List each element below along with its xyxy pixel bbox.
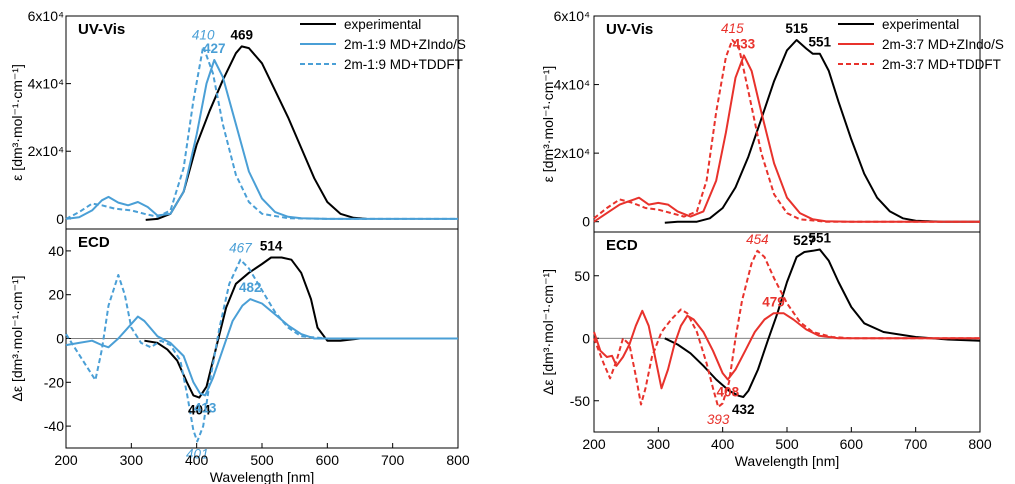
series-line-experimental [145, 45, 367, 221]
panel-title: UV-Vis [78, 21, 125, 38]
series-line-2m-1-9-md-zindo-s [65, 298, 458, 397]
series-line-2m-1-9-md-zindo-s [65, 59, 458, 220]
y-tick-label: -20 [44, 374, 64, 390]
y-tick-label: -50 [570, 393, 590, 409]
peak-label: 551 [809, 35, 832, 50]
peak-label: 408 [717, 385, 740, 400]
x-tick-label: 700 [381, 452, 405, 468]
panel-title: ECD [606, 237, 638, 254]
series-line-experimental [664, 39, 980, 224]
peak-label: 551 [809, 231, 832, 246]
x-tick-label: 700 [904, 436, 928, 452]
series-line-experimental [664, 248, 981, 398]
series-line-2m-3-7-md-zindo-s [593, 54, 980, 223]
y-tick-label: 4x10⁴ [28, 76, 64, 92]
series-line-2m-3-7-md-tddft [593, 249, 980, 408]
x-tick-label: 200 [54, 452, 78, 468]
peak-label: 427 [203, 41, 226, 56]
peak-label: 469 [230, 27, 253, 42]
legend-label: 2m-3:7 MD+ZIndo/S [882, 37, 1004, 52]
panel-right-uvvis: 0 2x10⁴ 4x10⁴ 6x10⁴ ε [dm³·mol⁻¹·cm⁻¹] UV-Vis… [540, 8, 1004, 233]
x-tick-label: 500 [775, 436, 799, 452]
x-tick-label: 500 [250, 452, 274, 468]
y-axis-label: Δε [dm³·mol⁻¹·cm⁻¹] [540, 269, 556, 395]
peak-label: 515 [785, 21, 808, 36]
panel-left-uvvis: 0 2x10⁴ 4x10⁴ 6x10⁴ ε [dm³·mol⁻¹·cm⁻¹] UV-Vis… [9, 8, 466, 230]
peak-label: 479 [762, 294, 785, 309]
peak-label: 401 [186, 446, 209, 461]
x-tick-label: 800 [968, 436, 992, 452]
figure-left: 0 2x10⁴ 4x10⁴ 6x10⁴ ε [dm³·mol⁻¹·cm⁻¹] UV-Vis… [9, 8, 470, 484]
series-line-experimental [144, 256, 458, 399]
x-tick-label: 400 [185, 452, 209, 468]
legend-label: experimental [882, 17, 959, 32]
y-tick-label: 0 [56, 331, 64, 347]
series-line-2m-1-9-md-tddft [65, 258, 458, 443]
figure-right: 0 2x10⁴ 4x10⁴ 6x10⁴ ε [dm³·mol⁻¹·cm⁻¹] UV-Vis… [540, 8, 1004, 469]
y-axis-label: Δε [dm³·mol⁻¹·cm⁻¹] [9, 275, 25, 401]
legend-label: experimental [344, 17, 421, 32]
series-line-2m-1-9-md-tddft [65, 45, 458, 220]
peak-label: 527 [793, 233, 816, 248]
y-tick-label: 0 [582, 330, 590, 346]
x-tick-label: 600 [316, 452, 340, 468]
y-axis-label: ε [dm³·mol⁻¹·cm⁻¹] [540, 66, 556, 183]
peak-label: 393 [707, 412, 730, 427]
x-tick-label: 200 [582, 436, 606, 452]
peak-label: 454 [746, 232, 769, 247]
x-tick-label: 300 [120, 452, 144, 468]
y-tick-label: 4x10⁴ [554, 77, 590, 93]
peak-label: 410 [192, 27, 215, 42]
x-tick-label: 300 [647, 436, 671, 452]
legend-label: 2m-3:7 MD+TDDFT [882, 57, 1001, 72]
y-tick-label: 2x10⁴ [554, 145, 590, 161]
y-tick-label: 6x10⁴ [28, 8, 64, 24]
y-tick-label: 40 [48, 243, 64, 259]
y-tick-label: 2x10⁴ [28, 143, 64, 159]
x-axis-label: Wavelength [nm] [210, 469, 315, 484]
y-tick-label: -40 [44, 418, 64, 434]
legend-label: 2m-1:9 MD+TDDFT [344, 57, 463, 72]
series-line-2m-3-7-md-zindo-s [593, 309, 980, 390]
x-axis-label: Wavelength [nm] [735, 453, 840, 469]
y-axis-label: ε [dm³·mol⁻¹·cm⁻¹] [9, 64, 25, 181]
peak-label: 413 [194, 400, 217, 415]
panel-title: ECD [78, 234, 110, 251]
peak-label: 433 [733, 36, 756, 51]
panel-frame [593, 231, 981, 433]
panel-title: UV-Vis [606, 21, 653, 38]
x-tick-label: 400 [711, 436, 735, 452]
peak-label: 514 [260, 238, 283, 253]
legend-label: 2m-1:9 MD+ZIndo/S [344, 37, 466, 52]
y-tick-label: 20 [48, 287, 64, 303]
y-tick-label: 6x10⁴ [554, 8, 590, 24]
peak-label: 415 [721, 21, 744, 36]
peak-label: 404 [188, 403, 211, 418]
x-tick-label: 600 [840, 436, 864, 452]
x-tick-label: 800 [446, 452, 470, 468]
peak-label: 482 [239, 280, 262, 295]
peak-label: 467 [229, 241, 252, 256]
series-line-2m-3-7-md-tddft [593, 39, 980, 223]
y-tick-label: 50 [574, 268, 590, 284]
y-tick-label: 0 [56, 211, 64, 227]
y-tick-label: 0 [582, 214, 590, 230]
peak-label: 432 [732, 402, 755, 417]
